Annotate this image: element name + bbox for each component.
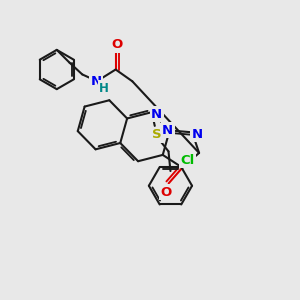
Text: O: O <box>111 38 122 52</box>
Text: N: N <box>162 124 173 137</box>
Text: N: N <box>151 108 162 121</box>
Text: S: S <box>152 128 161 141</box>
Text: H: H <box>99 82 109 95</box>
Text: N: N <box>191 128 203 141</box>
Text: Cl: Cl <box>180 154 194 167</box>
Text: N: N <box>91 75 102 88</box>
Text: O: O <box>160 186 171 199</box>
